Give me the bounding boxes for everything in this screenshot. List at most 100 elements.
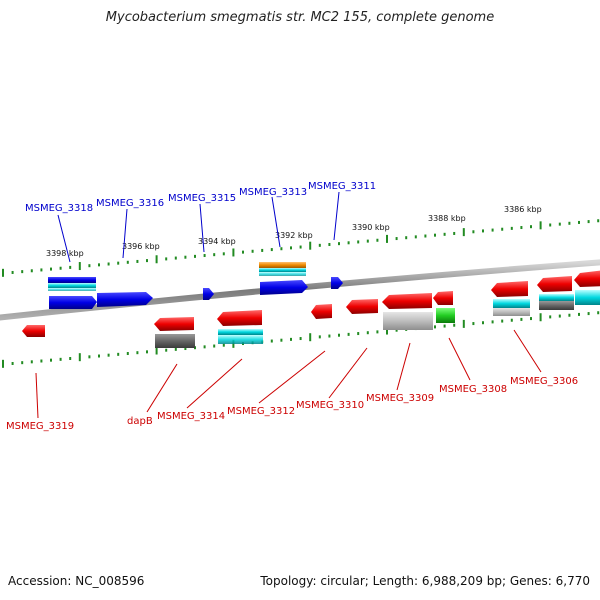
gene-label[interactable]: MSMEG_3306 [510,376,578,387]
minor-tick [501,319,504,323]
minor-tick [299,337,302,341]
minor-tick [270,339,273,343]
feature-bar[interactable] [259,262,306,268]
feature-bar[interactable] [436,308,455,323]
minor-tick [558,222,561,226]
feature-bar[interactable] [155,334,195,348]
minor-tick [453,323,456,327]
scale-label: 3388 kbp [428,214,466,223]
gene-arrow[interactable] [49,296,97,309]
gene-arrow[interactable] [97,292,153,307]
gene-label[interactable]: MSMEG_3311 [308,181,376,192]
minor-tick [40,268,43,272]
gene-label[interactable]: MSMEG_3316 [96,198,164,209]
minor-tick [251,249,254,253]
minor-tick [222,252,225,256]
minor-tick [88,264,91,268]
minor-tick [174,347,177,351]
gene-arrow[interactable] [491,281,528,297]
feature-bar[interactable] [259,268,306,272]
minor-tick [165,257,168,261]
major-tick [539,221,542,230]
minor-tick [299,245,302,249]
minor-tick [98,354,100,358]
major-tick [462,319,465,328]
minor-tick [366,331,369,335]
gene-arrow[interactable] [217,310,262,326]
reverse-label-callouts [35,329,542,419]
gene-label[interactable]: MSMEG_3319 [6,421,74,432]
minor-tick [136,259,139,263]
minor-tick [328,334,331,338]
gene-label[interactable]: MSMEG_3308 [439,384,507,395]
minor-tick [174,256,177,260]
minor-tick [549,315,552,319]
gene-arrow[interactable] [574,270,600,287]
minor-tick [328,242,331,246]
gene-label[interactable]: MSMEG_3312 [227,406,295,417]
feature-bar[interactable] [493,299,530,308]
gene-label[interactable]: MSMEG_3314 [157,411,225,422]
minor-tick [146,350,148,354]
minor-tick [587,220,590,224]
feature-bar[interactable] [259,272,306,276]
gene-arrow[interactable] [433,291,453,305]
reverse-scale-track [2,311,600,368]
gene-label[interactable]: dapB [127,416,153,427]
minor-tick [203,254,206,258]
gene-arrow[interactable] [537,276,572,292]
feature-bar[interactable] [493,308,530,316]
feature-bar[interactable] [539,294,574,301]
minor-tick [491,228,494,232]
minor-tick [549,223,552,227]
gene-label[interactable]: MSMEG_3313 [239,187,307,198]
minor-tick [59,266,62,270]
gene-arrow[interactable] [382,293,432,309]
feature-bar[interactable] [575,290,600,305]
gene-label[interactable]: MSMEG_3310 [296,400,364,411]
minor-tick [597,311,600,315]
minor-tick [338,242,340,246]
feature-bar[interactable] [383,312,433,330]
major-tick [462,228,465,237]
gene-arrow[interactable] [260,280,308,295]
gene-label[interactable]: MSMEG_3318 [25,203,93,214]
minor-tick [213,344,216,348]
minor-tick [558,314,561,318]
gene-label[interactable]: MSMEG_3309 [366,393,434,404]
minor-tick [366,239,369,243]
minor-tick [578,312,580,316]
minor-tick [117,261,120,265]
feature-bar[interactable] [48,277,96,283]
minor-tick [290,246,292,250]
minor-tick [290,337,292,341]
minor-tick [405,236,408,240]
feature-bar[interactable] [539,301,574,310]
feature-bar[interactable] [218,329,263,335]
scale-label: 3394 kbp [198,237,236,246]
minor-tick [30,269,33,273]
feature-bar[interactable] [48,288,96,291]
gene-label[interactable]: MSMEG_3315 [168,193,236,204]
minor-tick [530,317,532,321]
major-tick [2,268,4,277]
minor-tick [357,332,360,336]
gene-arrow[interactable] [22,325,45,337]
minor-tick [50,358,52,362]
feature-bar[interactable] [218,335,263,344]
gene-arrow[interactable] [311,304,332,319]
minor-tick [357,240,360,244]
feature-bar[interactable] [48,283,96,288]
gene-arrow[interactable] [203,288,214,300]
forward-scale-track [2,219,600,277]
minor-tick [568,221,571,225]
gene-arrow[interactable] [346,299,378,314]
minor-tick [59,357,62,361]
minor-tick [501,227,504,231]
minor-tick [280,338,283,342]
minor-tick [491,320,494,324]
scale-label: 3390 kbp [352,223,390,232]
gene-arrow[interactable] [154,317,194,331]
gene-arrow[interactable] [331,277,343,289]
